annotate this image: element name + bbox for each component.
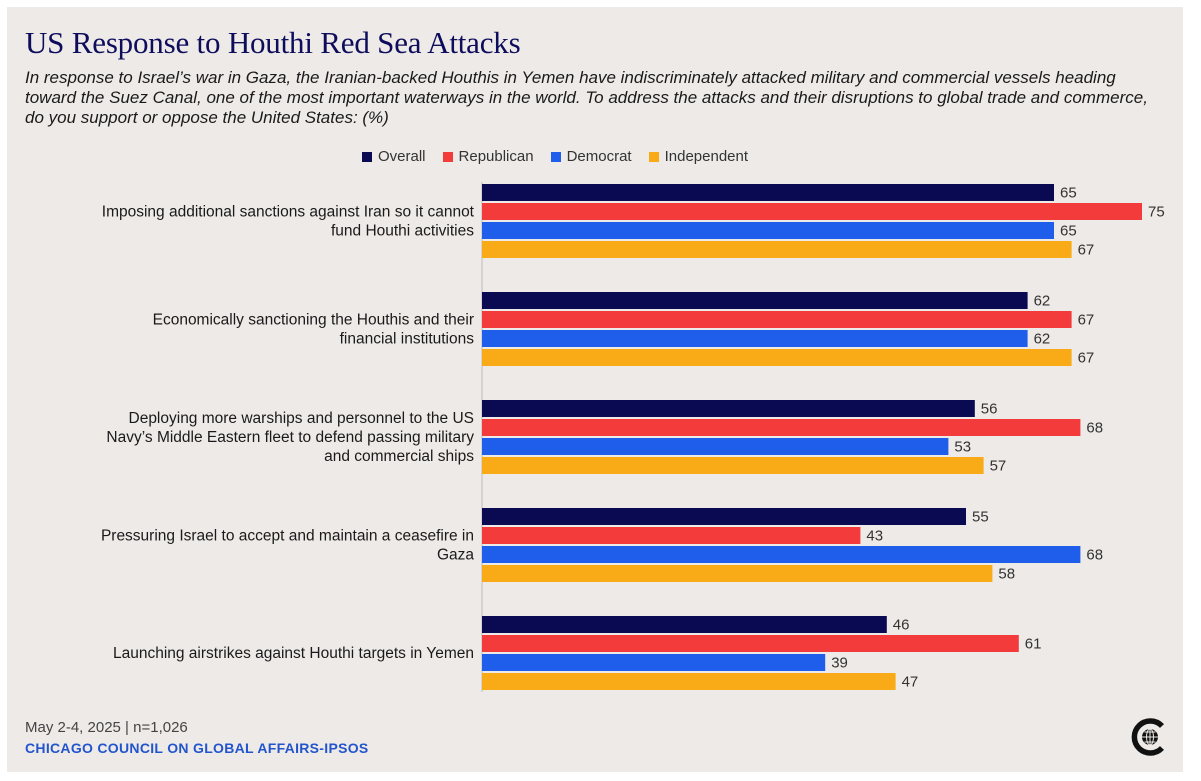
bar (482, 330, 1028, 347)
data-label: 67 (1078, 312, 1095, 329)
bar (482, 292, 1028, 309)
data-label: 68 (1086, 547, 1103, 564)
bar (482, 311, 1072, 328)
bar (482, 546, 1081, 563)
data-label: 55 (972, 509, 989, 526)
chart-panel: US Response to Houthi Red Sea Attacks In… (7, 7, 1183, 772)
legend-item: Overall (362, 148, 426, 165)
data-label: 61 (1025, 636, 1042, 653)
legend-label: Democrat (566, 148, 632, 165)
data-label: 75 (1148, 204, 1165, 221)
data-label: 65 (1060, 185, 1077, 202)
source-credit: CHICAGO COUNCIL ON GLOBAL AFFAIRS-IPSOS (25, 740, 369, 756)
data-label: 68 (1086, 420, 1103, 437)
bar (482, 654, 826, 671)
bar (482, 527, 861, 544)
legend-label: Overall (378, 148, 426, 165)
data-label: 62 (1034, 293, 1051, 310)
bar (482, 673, 896, 690)
bar (482, 457, 984, 474)
category-label: Launching airstrikes against Houthi targ… (113, 645, 474, 662)
bar (482, 222, 1054, 239)
legend-label: Independent (664, 148, 749, 165)
bar (482, 635, 1019, 652)
bar (482, 241, 1072, 258)
bar (482, 184, 1054, 201)
legend-swatch (442, 151, 453, 162)
bar (482, 203, 1142, 220)
data-label: 65 (1060, 223, 1077, 240)
data-label: 43 (866, 528, 883, 545)
bar (482, 349, 1072, 366)
legend-label: Republican (458, 148, 534, 165)
bar (482, 616, 887, 633)
category-label: Imposing additional sanctions against Ir… (102, 204, 475, 221)
legend-item: Democrat (550, 148, 632, 165)
data-label: 67 (1078, 350, 1095, 367)
data-label: 67 (1078, 242, 1095, 259)
data-label: 53 (954, 439, 971, 456)
legend-item: Independent (648, 148, 749, 165)
legend-swatch (648, 151, 659, 162)
data-label: 46 (893, 617, 910, 634)
bar (482, 508, 966, 525)
data-label: 62 (1034, 331, 1051, 348)
data-label: 58 (998, 566, 1015, 583)
chicago-council-logo-icon (1131, 718, 1164, 756)
data-label: 57 (990, 458, 1007, 475)
category-label: Pressuring Israel to accept and maintain… (101, 528, 474, 545)
bar (482, 419, 1081, 436)
data-label: 47 (902, 674, 919, 691)
legend-swatch (550, 151, 561, 162)
survey-date: May 2-4, 2025 | n=1,026 (25, 719, 188, 736)
category-label: Gaza (437, 547, 474, 564)
data-label: 56 (981, 401, 998, 418)
legend-swatch (362, 151, 372, 162)
category-label: and commercial ships (324, 448, 474, 465)
category-label: Economically sanctioning the Houthis and… (153, 312, 474, 329)
category-label: fund Houthi activities (331, 223, 474, 240)
chart-subtitle: In response to Israel’s war in Gaza, the… (25, 68, 1148, 127)
chart-title: US Response to Houthi Red Sea Attacks (25, 25, 521, 60)
category-label: Navy’s Middle Eastern fleet to defend pa… (106, 429, 474, 446)
category-label: financial institutions (340, 331, 475, 348)
legend: Overall Republican Democrat Independent (362, 148, 748, 165)
bar (482, 438, 949, 455)
data-label: 39 (831, 655, 848, 672)
bar (482, 400, 975, 417)
legend-item: Republican (442, 148, 534, 165)
bar (482, 565, 993, 582)
category-label: Deploying more warships and personnel to… (129, 410, 475, 427)
